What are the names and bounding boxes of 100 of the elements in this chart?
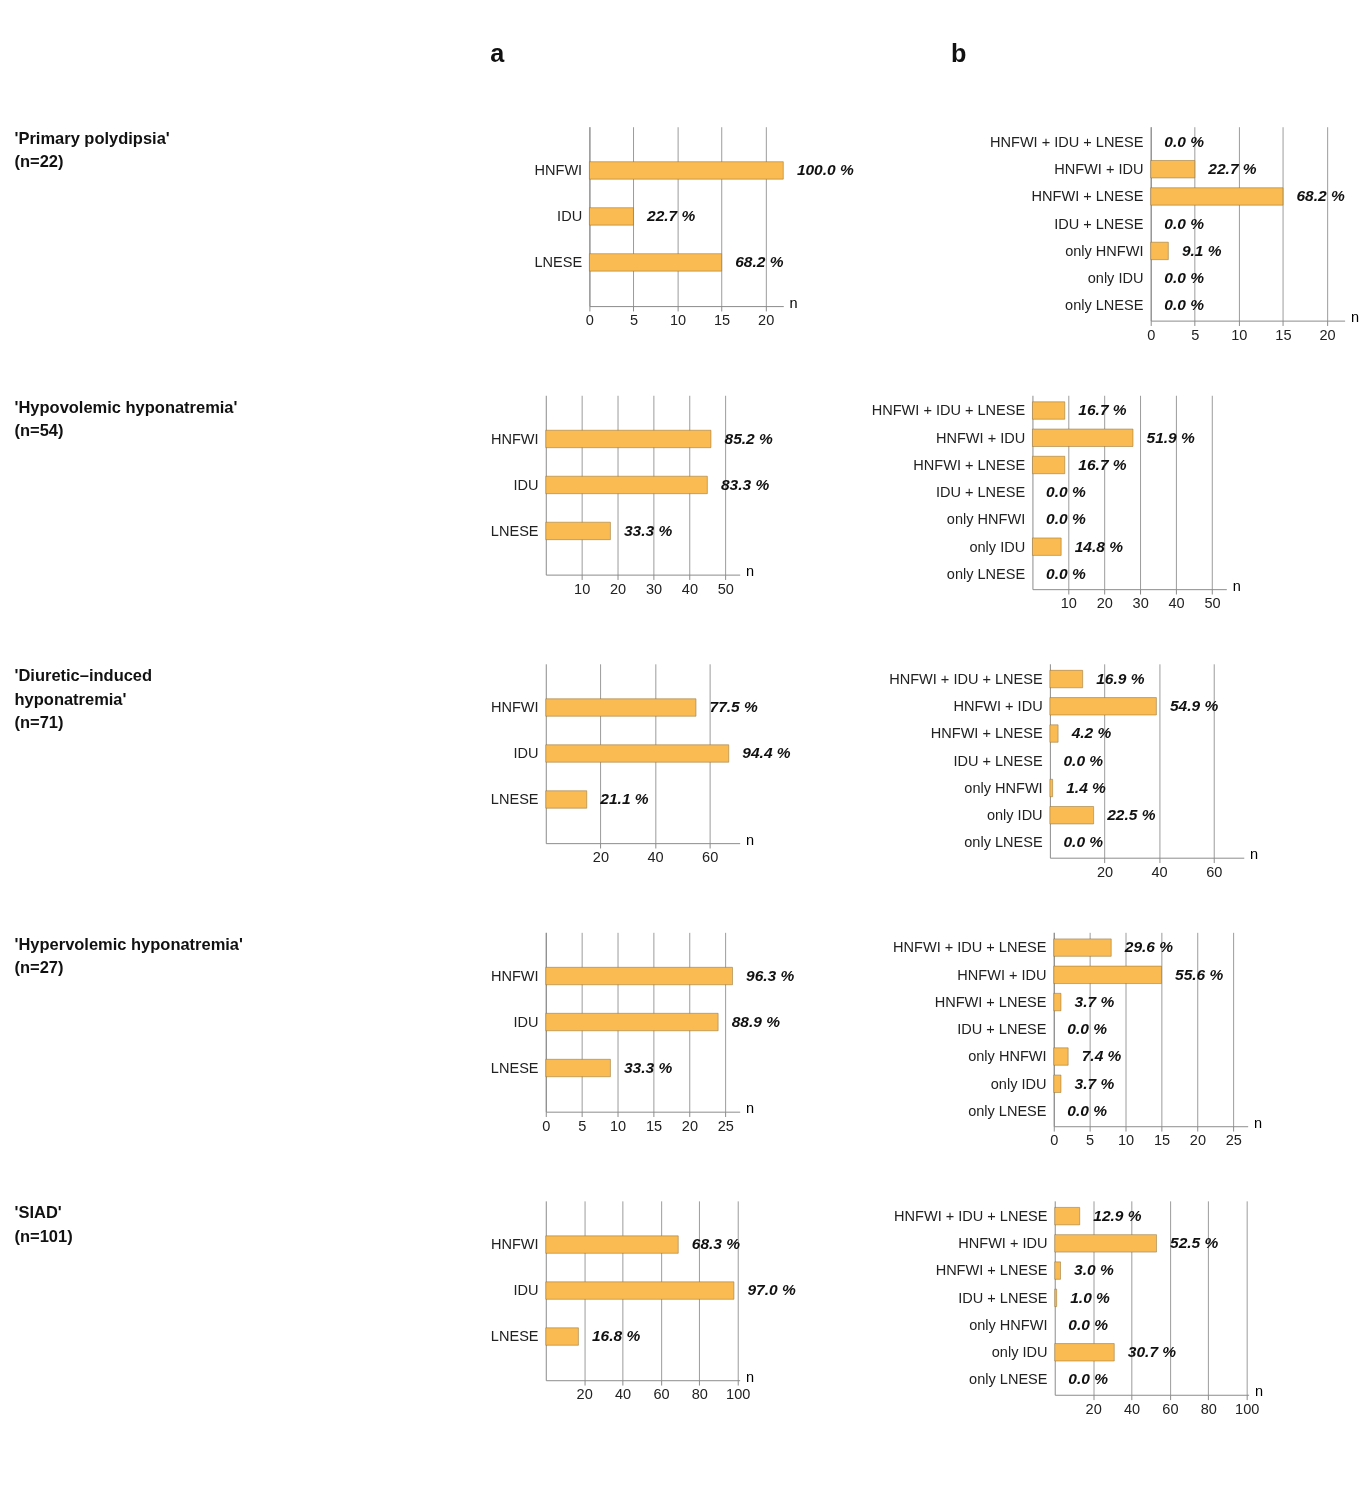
x-tick-label: 30	[1132, 595, 1149, 612]
y-tick-label: HNFWI + IDU + LNESE	[990, 133, 1144, 150]
y-tick-label: only IDU	[991, 1344, 1048, 1361]
x-tick-label: 25	[717, 1117, 734, 1134]
y-tick-label: only LNESE	[964, 834, 1043, 851]
annotation: 1.0 %	[1070, 1288, 1111, 1306]
x-tick-label: 20	[592, 849, 609, 866]
text: 'Hypovolemic hyponatremia' (n=54)	[14, 397, 238, 439]
y-tick-label: only HNFWI	[964, 779, 1043, 796]
bar	[1053, 1047, 1069, 1066]
bar	[545, 1235, 679, 1254]
bar	[1054, 1207, 1080, 1226]
annotation: 16.9 %	[1096, 669, 1145, 687]
x-tick-label: 20	[1189, 1132, 1206, 1149]
bar	[589, 207, 634, 226]
x-tick-label: 10	[574, 580, 591, 597]
annotation: 52.5 %	[1170, 1234, 1219, 1252]
x-tick-label: 40	[1123, 1400, 1141, 1417]
x-tick-label: 20	[681, 1117, 698, 1134]
x-tick-label: 20	[758, 312, 775, 328]
x-tick-label: 20	[576, 1386, 593, 1403]
x-tick-label: 60	[1162, 1400, 1179, 1417]
y-tick-label: HNFWI + IDU	[957, 966, 1047, 983]
annotation: 9.1 %	[1181, 241, 1222, 259]
annotation: 0.0 %	[1046, 564, 1086, 582]
x-tick-label: 5	[629, 312, 639, 328]
x-axis-title: n	[745, 1368, 755, 1385]
bar	[1032, 537, 1062, 556]
bar	[545, 475, 708, 494]
annotation: 29.6 %	[1123, 938, 1174, 956]
y-tick-label: only IDU	[986, 807, 1043, 824]
y-tick-label: HNFWI + LNESE	[913, 456, 1026, 473]
x-tick-label: 15	[645, 1117, 663, 1134]
x-tick-label: 10	[1231, 326, 1248, 343]
y-tick-label: HNFWI + IDU	[953, 698, 1043, 715]
y-tick-label: IDU	[513, 745, 539, 762]
y-tick-label: HNFWI	[490, 1236, 539, 1253]
annotation: 0.0 %	[1046, 483, 1086, 501]
y-tick-label: HNFWI + LNESE	[934, 993, 1047, 1010]
y-tick-label: HNFWI + LNESE	[930, 725, 1043, 742]
y-tick-label: HNFWI + LNESE	[935, 1262, 1048, 1279]
bar	[545, 1281, 735, 1300]
annotation: 88.9 %	[731, 1012, 781, 1030]
annotation: 0.0 %	[1164, 296, 1205, 314]
x-tick-label: 40	[647, 849, 664, 866]
annotation: 1.4 %	[1066, 778, 1107, 796]
annotation: 21.1 %	[599, 790, 649, 808]
bar	[1049, 779, 1053, 797]
annotation: 22.7 %	[1207, 160, 1257, 178]
bar	[545, 744, 729, 763]
y-tick-label: only LNESE	[968, 1102, 1047, 1119]
bar	[1049, 697, 1157, 716]
annotation: 16.8 %	[592, 1327, 641, 1345]
annotation: 30.7 %	[1127, 1343, 1177, 1361]
x-tick-label: 15	[1153, 1132, 1171, 1149]
y-tick-label: HNFWI + IDU + LNESE	[893, 939, 1047, 956]
annotation: 68.3 %	[691, 1235, 741, 1253]
annotation: 7.4 %	[1081, 1047, 1122, 1065]
text: 'Primary polydipsia' (n=22)	[14, 129, 170, 171]
x-tick-label: 15	[714, 312, 731, 328]
y-tick-label: only LNESE	[969, 1371, 1048, 1388]
x-tick-label: 20	[1085, 1400, 1102, 1417]
bar	[1032, 401, 1066, 420]
x-axis-title: n	[1232, 577, 1241, 594]
text: b	[951, 38, 967, 67]
annotation: 3.7 %	[1074, 992, 1115, 1010]
y-tick-label: LNESE	[490, 522, 539, 539]
y-tick-label: only IDU	[1087, 270, 1144, 286]
y-tick-label: IDU + LNESE	[1054, 215, 1144, 232]
annotation: 4.2 %	[1070, 724, 1112, 742]
bar	[589, 253, 722, 272]
annotation: 0.0 %	[1067, 1020, 1108, 1038]
y-tick-label: HNFWI + IDU	[935, 429, 1026, 446]
x-axis-title: n	[745, 831, 755, 848]
annotation: 96.3 %	[746, 966, 795, 984]
bar	[545, 698, 697, 717]
annotation: 94.4 %	[742, 744, 791, 762]
x-tick-label: 40	[614, 1386, 632, 1403]
bar	[1053, 993, 1062, 1012]
annotation: 16.7 %	[1078, 401, 1127, 419]
annotation: 14.8 %	[1074, 537, 1124, 555]
x-tick-label: 60	[653, 1386, 670, 1403]
x-tick-label: 0	[1050, 1132, 1059, 1149]
x-tick-label: 10	[1117, 1132, 1135, 1149]
bar	[545, 1059, 611, 1077]
x-tick-label: 25	[1225, 1132, 1242, 1149]
x-tick-label: 20	[1096, 595, 1113, 612]
x-tick-label: 40	[681, 580, 698, 597]
x-tick-label: 10	[669, 312, 687, 328]
x-tick-label: 50	[1204, 595, 1221, 612]
x-tick-label: 20	[1319, 326, 1336, 343]
bar	[1150, 187, 1284, 206]
x-tick-label: 60	[702, 849, 719, 866]
bar	[1049, 670, 1083, 689]
annotation: 16.7 %	[1078, 455, 1127, 473]
bar	[1049, 806, 1094, 825]
x-tick-label: 5	[1086, 1132, 1095, 1149]
x-axis-title: n	[745, 1100, 755, 1117]
bar	[545, 1013, 719, 1031]
annotation: 100.0 %	[796, 161, 854, 179]
